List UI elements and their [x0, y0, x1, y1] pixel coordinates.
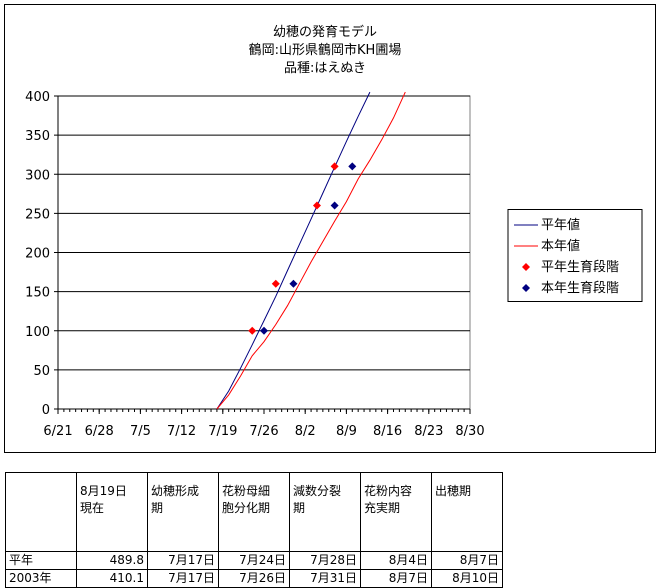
data-point-diamond [330, 162, 339, 171]
header-line: 出穂期 [435, 484, 472, 498]
y-tick-label: 400 [25, 90, 50, 105]
axes: 0 50 100 150 200 250 300 350 400 6/21 6/28 7/5 7/12 7… [25, 90, 484, 439]
table-cell: 7月17日 [147, 569, 219, 588]
y-tick-label: 200 [25, 247, 50, 262]
series [216, 91, 406, 410]
header-line: 期 [293, 501, 306, 515]
y-tick-label: 50 [33, 364, 50, 379]
table-header-cell: 出穂期 [431, 472, 503, 552]
x-tick-label: 7/26 [249, 424, 278, 439]
x-tick-label: 8/30 [455, 424, 484, 439]
x-tick-label: 8/2 [295, 424, 316, 439]
x-tick-label: 7/12 [167, 424, 196, 439]
chart-title-line-2: 鶴岡:山形県鶴岡市KH圃場 [249, 42, 402, 58]
table-header-cell: 減数分裂期 [289, 472, 361, 552]
table-row-label: 平年 [5, 551, 77, 570]
y-tick-label: 0 [42, 403, 50, 418]
x-tick-label: 6/28 [85, 424, 114, 439]
table-cell: 8月7日 [431, 551, 503, 570]
table-header-cell: 花粉内容 充実期 [360, 472, 432, 552]
table-cell: 7月28日 [289, 551, 361, 570]
header-line: 期 [151, 501, 164, 515]
header-line: 胞分化期 [222, 501, 271, 515]
legend-label-normal: 平年値 [541, 217, 580, 233]
header-line: 幼穂形成 [151, 484, 200, 498]
y-tick-label: 350 [25, 129, 50, 144]
table-cell: 7月31日 [289, 569, 361, 588]
y-tick-label: 300 [25, 168, 50, 183]
header-line: 8月19日 [80, 484, 127, 498]
x-tick-label: 6/21 [43, 424, 72, 439]
chart-title-line-3: 品種:はえぬき [284, 60, 366, 76]
header-line: 減数分裂 [293, 484, 342, 498]
data-point-diamond [260, 326, 268, 335]
series-line-0 [216, 91, 371, 410]
header-line: 現在 [80, 501, 105, 515]
table-cell: 7月26日 [218, 569, 290, 588]
x-tick-label: 8/9 [336, 424, 357, 439]
data-point-diamond [289, 279, 298, 288]
y-tick-label: 250 [25, 207, 50, 222]
table-header-cell: 幼穂形成期 [147, 472, 219, 552]
header-line: 花粉母細 [222, 484, 271, 498]
data-point-diamond [312, 201, 321, 210]
legend-diamond-current-stage [522, 284, 530, 292]
data-point-diamond [348, 162, 357, 171]
header-line: 花粉内容 [364, 484, 413, 498]
table-row: 2003年 410.1 7月17日 7月26日 7月31日 8月7日 8月10日 [5, 569, 503, 588]
header-line: 充実期 [364, 501, 401, 515]
legend-label-current: 本年値 [541, 238, 580, 254]
table-cell: 7月24日 [218, 551, 290, 570]
table-cell: 8月4日 [360, 551, 432, 570]
legend-label-normal-stage: 平年生育段階 [541, 259, 619, 275]
x-tick-label: 7/19 [208, 424, 237, 439]
chart: 幼穂の発育モデル 鶴岡:山形県鶴岡市KH圃場 品種:はえぬき 0 50 100 150… [4, 4, 656, 453]
table-cell: 489.8 [76, 551, 148, 570]
legend-label-current-stage: 本年生育段階 [541, 280, 619, 296]
series-line-1 [216, 91, 406, 410]
data-point-diamond [330, 201, 339, 210]
table-header-cell [5, 472, 77, 552]
data-point-diamond [271, 279, 280, 288]
growth-stage-table: 8月19日現在 幼穂形成期 花粉母細胞分化期 減数分裂期 花粉内容充実期 出穂期… [5, 472, 503, 588]
table-row: 平年 489.8 7月17日 7月24日 7月28日 8月4日 8月7日 [5, 551, 503, 570]
legend-diamond-normal-stage [522, 263, 530, 271]
table-header-row: 8月19日現在 幼穂形成期 花粉母細胞分化期 減数分裂期 花粉内容充実期 出穂期 [5, 472, 503, 552]
y-tick-label: 100 [25, 325, 50, 340]
x-tick-label: 8/16 [373, 424, 402, 439]
table-cell: 8月10日 [431, 569, 503, 588]
table-cell: 8月7日 [360, 569, 432, 588]
table-header-cell: 花粉母細 胞分化期 [218, 472, 290, 552]
table-cell: 7月17日 [147, 551, 219, 570]
table-header-cell: 8月19日現在 [76, 472, 148, 552]
y-tick-label: 150 [25, 286, 50, 301]
data-point-diamond [248, 326, 257, 335]
legend: 平年値 本年値 平年生育段階 本年生育段階 [507, 209, 643, 302]
x-tick-label: 7/5 [130, 424, 151, 439]
table-row-label: 2003年 [5, 569, 77, 588]
table-cell: 410.1 [76, 569, 148, 588]
chart-title-line-1: 幼穂の発育モデル [273, 24, 377, 40]
x-tick-label: 8/23 [414, 424, 443, 439]
